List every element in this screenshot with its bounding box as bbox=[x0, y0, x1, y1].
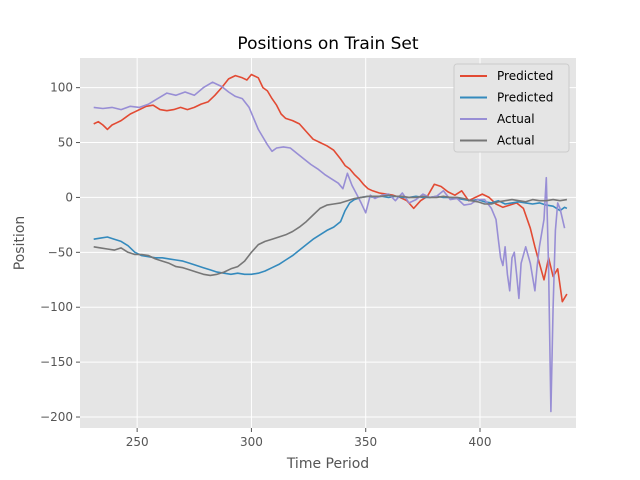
y-tick-label: −100 bbox=[40, 300, 73, 314]
series-layer bbox=[93, 73, 568, 413]
legend-box bbox=[453, 63, 570, 153]
legend-label: Actual bbox=[497, 112, 535, 126]
y-tick-label: 50 bbox=[58, 136, 73, 150]
x-tick-label: 350 bbox=[354, 435, 377, 449]
grid-lines bbox=[80, 58, 576, 428]
y-tick-label: −50 bbox=[48, 245, 73, 259]
y-axis-ticks: 100 50 0 −50 −100 −150 −200 bbox=[40, 81, 80, 424]
y-tick-label: 100 bbox=[50, 81, 73, 95]
y-tick-label: −150 bbox=[40, 355, 73, 369]
y-tick-label: 0 bbox=[65, 190, 73, 204]
series-line-4 bbox=[93, 194, 568, 277]
x-tick-label: 250 bbox=[126, 435, 149, 449]
y-axis-label: Position bbox=[12, 216, 28, 271]
legend-label: Predicted bbox=[497, 69, 553, 83]
x-axis-ticks: 250 300 350 400 bbox=[126, 428, 492, 449]
legend: Predicted Predicted Actual Actual bbox=[453, 63, 570, 153]
legend-label: Actual bbox=[497, 134, 535, 148]
series-line-2 bbox=[93, 195, 568, 276]
x-tick-label: 300 bbox=[240, 435, 263, 449]
x-tick-label: 400 bbox=[469, 435, 492, 449]
chart-title: Positions on Train Set bbox=[237, 34, 418, 54]
y-tick-label: −200 bbox=[40, 410, 73, 424]
x-axis-label: Time Period bbox=[286, 456, 369, 472]
legend-label: Predicted bbox=[497, 91, 553, 105]
